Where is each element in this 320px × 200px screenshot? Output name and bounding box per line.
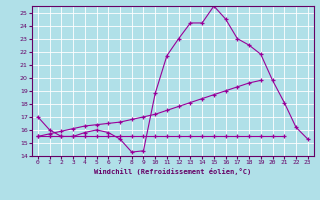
X-axis label: Windchill (Refroidissement éolien,°C): Windchill (Refroidissement éolien,°C) <box>94 168 252 175</box>
